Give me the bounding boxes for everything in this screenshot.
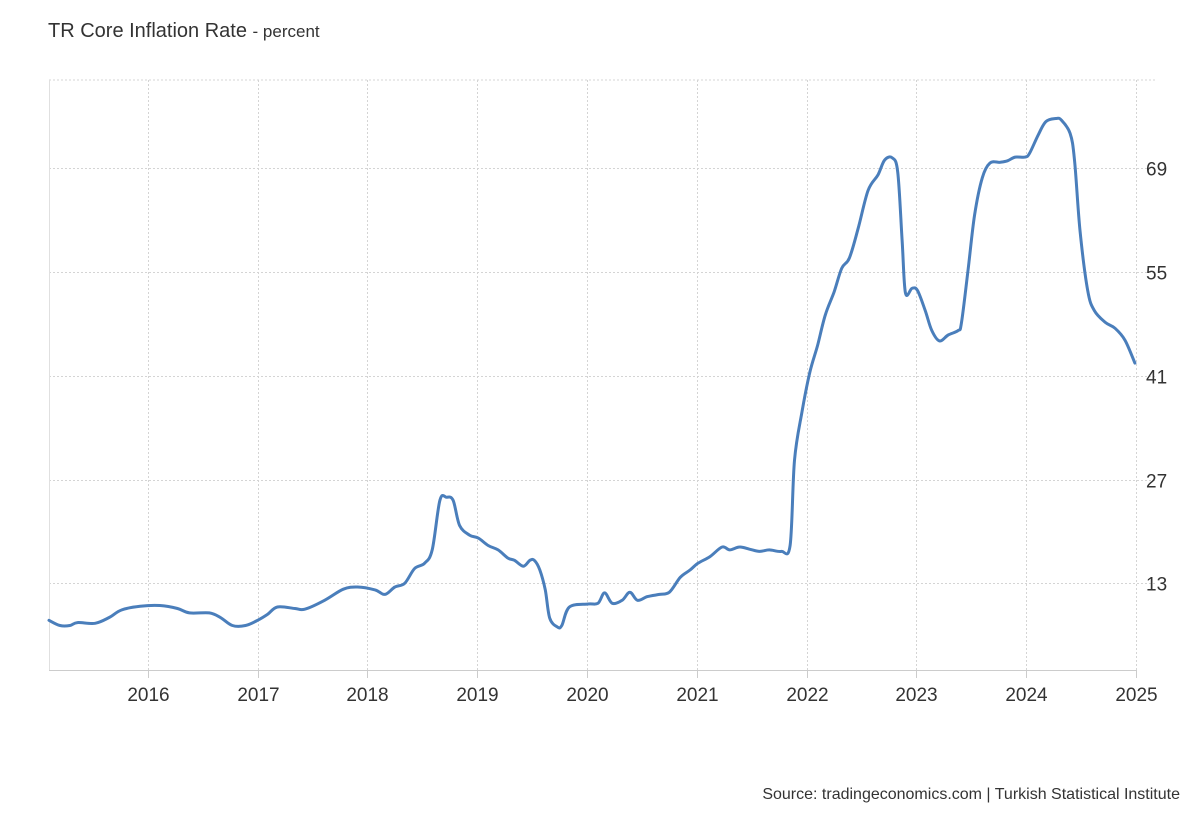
x-tick-label: 2025 (1115, 685, 1157, 706)
chart-subtitle: - percent (252, 22, 320, 41)
y-tick-label: 13 (1146, 575, 1167, 596)
x-tick-label: 2023 (895, 685, 937, 706)
chart-title: TR Core Inflation Rate - percent (48, 20, 320, 43)
series-line-core-inflation (47, 116, 1137, 630)
chart-title-text: TR Core Inflation Rate (48, 20, 247, 42)
y-tick-label: 41 (1146, 368, 1167, 389)
x-tick-label: 2019 (456, 685, 498, 706)
x-tick-label: 2021 (676, 685, 718, 706)
y-tick-label: 69 (1146, 160, 1167, 181)
y-tick-label: 27 (1146, 472, 1167, 493)
x-tick-label: 2018 (346, 685, 388, 706)
x-tick-label: 2016 (127, 685, 169, 706)
y-tick-label: 55 (1146, 264, 1167, 285)
x-tick-label: 2017 (237, 685, 279, 706)
source-note: Source: tradingeconomics.com | Turkish S… (762, 786, 1180, 803)
x-tick-label: 2022 (786, 685, 828, 706)
x-tick-label: 2020 (566, 685, 608, 706)
x-tick-label: 2024 (1005, 685, 1048, 706)
